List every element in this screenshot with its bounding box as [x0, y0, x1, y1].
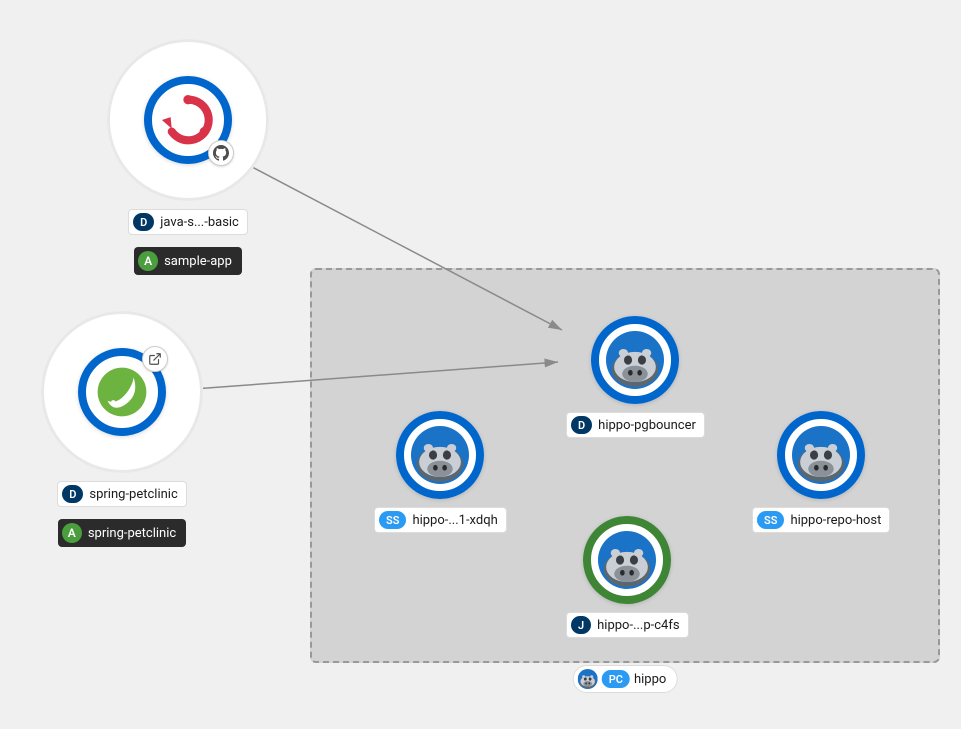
crunchy-icon — [606, 331, 664, 389]
node-circle[interactable] — [777, 411, 865, 499]
route-decorator[interactable] — [142, 346, 168, 372]
resource-badge: J — [571, 616, 591, 634]
node-label-text: spring-petclinic — [89, 487, 177, 502]
resource-badge: D — [133, 213, 154, 231]
crunchy-icon — [792, 426, 850, 484]
crunchy-icon — [578, 669, 598, 689]
resource-badge: D — [62, 485, 83, 503]
node-hippo-pgbouncer[interactable]: D hippo-pgbouncer — [566, 316, 705, 438]
node-label[interactable]: SS hippo-repo-host — [752, 507, 890, 533]
node-java-basic[interactable]: D java-s...-basic A sample-app — [107, 39, 269, 275]
node-circle[interactable] — [396, 411, 484, 499]
app-tag-text: spring-petclinic — [88, 526, 176, 541]
crunchy-icon — [606, 331, 664, 389]
application-tag[interactable]: A sample-app — [134, 247, 242, 275]
resource-badge: SS — [757, 511, 784, 529]
external-link-icon — [148, 352, 162, 366]
crunchy-icon — [578, 669, 598, 689]
node-label[interactable]: D hippo-pgbouncer — [566, 412, 705, 438]
node-circle[interactable] — [78, 348, 166, 436]
group-label-text: hippo — [634, 672, 666, 687]
topology-canvas[interactable]: PC hippo D java-s...-basic A sample-app D… — [0, 0, 961, 729]
spring-icon — [93, 363, 151, 421]
node-label-text: hippo-...1-xdqh — [412, 513, 497, 528]
node-circle[interactable] — [144, 76, 232, 164]
github-icon — [213, 145, 229, 161]
github-decorator[interactable] — [208, 140, 234, 166]
node-label-text: hippo-...p-c4fs — [597, 618, 679, 633]
resource-badge: D — [571, 416, 592, 434]
crunchy-icon — [598, 531, 656, 589]
node-hippo-repo-host[interactable]: SS hippo-repo-host — [752, 411, 890, 533]
group-badge: PC — [602, 670, 630, 688]
crunchy-icon — [598, 531, 656, 589]
node-label[interactable]: D spring-petclinic — [57, 481, 187, 507]
crunchy-icon — [792, 426, 850, 484]
node-hippo-c4fs[interactable]: J hippo-...p-c4fs — [566, 516, 689, 638]
node-circle[interactable] — [591, 316, 679, 404]
group-label[interactable]: PC hippo — [573, 665, 678, 693]
app-tag-text: sample-app — [164, 254, 232, 269]
app-badge: A — [62, 523, 82, 543]
node-spring-petclinic[interactable]: D spring-petclinicA spring-petclinic — [41, 311, 203, 547]
spring-icon — [93, 363, 151, 421]
app-badge: A — [138, 251, 158, 271]
node-label-text: hippo-pgbouncer — [598, 418, 696, 433]
node-label[interactable]: D java-s...-basic — [128, 209, 248, 235]
openshift-icon — [159, 91, 217, 149]
resource-badge: SS — [379, 511, 406, 529]
crunchy-icon — [411, 426, 469, 484]
node-label[interactable]: J hippo-...p-c4fs — [566, 612, 689, 638]
openshift-icon — [159, 91, 217, 149]
node-label-text: java-s...-basic — [160, 215, 239, 230]
crunchy-icon — [411, 426, 469, 484]
node-label-text: hippo-repo-host — [790, 513, 881, 528]
node-hippo-xdqh[interactable]: SS hippo-...1-xdqh — [374, 411, 507, 533]
node-circle[interactable] — [583, 516, 671, 604]
application-tag[interactable]: A spring-petclinic — [58, 519, 186, 547]
node-label[interactable]: SS hippo-...1-xdqh — [374, 507, 507, 533]
